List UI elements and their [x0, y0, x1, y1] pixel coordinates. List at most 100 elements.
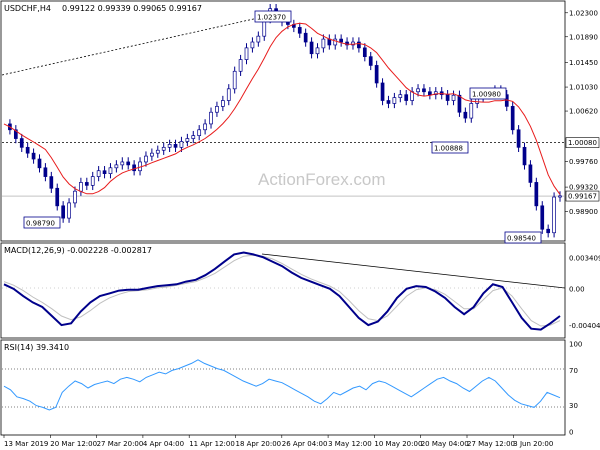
candle-body	[516, 129, 521, 148]
moving-average-line	[3, 22, 561, 195]
x-tick-label: 27 May 12:00	[467, 440, 515, 448]
macd-tick-label: 0.00	[569, 285, 585, 293]
candle-body	[25, 146, 30, 154]
candle-body	[333, 38, 338, 46]
rsi-panel	[0, 339, 566, 436]
label-march-low: 0.98790	[26, 220, 55, 228]
candle-body	[374, 65, 379, 84]
x-tick-label: 4 Apr 04:00	[143, 440, 184, 448]
axis-flag-last-price-box	[565, 190, 600, 202]
label-top-high: 1.02370	[257, 14, 286, 22]
candle-body	[303, 32, 308, 43]
candle-body	[244, 47, 249, 60]
axis-flag-level-box	[565, 137, 600, 148]
ohlc-readout: 0.99122 0.99339 0.99065 0.99167	[62, 4, 202, 13]
macd-trendline	[261, 253, 566, 289]
candle-body	[55, 187, 60, 207]
candle-body	[155, 149, 160, 154]
price-tick-label: 0.99320	[569, 184, 598, 192]
candle-body	[102, 170, 107, 175]
x-tick-label: 26 Apr 04:00	[282, 440, 328, 448]
rsi-tick-label: 100	[569, 341, 582, 349]
price-tick-label: 1.01450	[569, 59, 598, 67]
candle-body	[209, 111, 213, 125]
price-tick-label: 1.02300	[569, 9, 598, 17]
x-tick-label: 20 May 04:00	[421, 440, 469, 448]
x-tick-label: 11 Apr 12:00	[189, 440, 235, 448]
label-june-low-box	[504, 231, 542, 244]
candle-body	[416, 88, 420, 93]
candle-body	[126, 161, 131, 166]
candle-body	[19, 138, 24, 148]
price-tick-label: 0.98900	[569, 208, 598, 216]
candle-body	[457, 94, 462, 113]
candle-body	[173, 144, 178, 148]
candle-body	[221, 100, 225, 107]
candle-body	[161, 146, 166, 151]
rsi-line	[3, 359, 561, 411]
candle-body	[528, 164, 533, 183]
candle-body	[540, 205, 545, 230]
candle-body	[398, 94, 403, 98]
candle-body	[522, 146, 527, 166]
candle-body	[179, 141, 184, 148]
macd-tick-label: -0.004043	[569, 322, 600, 330]
candle-body	[422, 88, 426, 93]
label-swing-high-box	[469, 87, 507, 100]
x-tick-label: 13 Mar 2019	[4, 440, 48, 448]
candle-body	[203, 123, 207, 131]
candle-body	[469, 103, 474, 119]
candle-body	[73, 190, 77, 204]
candle-body	[31, 152, 36, 160]
x-tick-label: 3 Jun 20:00	[513, 440, 553, 448]
candle-body	[150, 152, 154, 157]
candle-body	[433, 91, 438, 96]
candle-body	[191, 135, 196, 139]
candle-body	[238, 59, 243, 72]
price-tick-label: 1.00620	[569, 108, 598, 116]
axis-flag-last-price: 0.99167	[568, 193, 597, 201]
x-tick-label: 27 Mar 20:00	[97, 440, 144, 448]
candle-body	[132, 164, 136, 172]
candle-body	[185, 138, 190, 142]
macd-signal-line	[3, 254, 561, 327]
price-panel	[0, 0, 566, 242]
candle-body	[404, 94, 409, 101]
x-tick-label: 3 May 12:00	[328, 440, 372, 448]
axis-flag-level: 1.00080	[568, 139, 597, 147]
candle-body	[79, 182, 83, 192]
candle-body	[49, 176, 54, 189]
candle-body	[445, 94, 450, 101]
candle-body	[250, 41, 255, 49]
candle-body	[67, 202, 71, 219]
macd-panel	[0, 242, 566, 339]
macd-title: MACD(12,26,9) -0.002228 -0.002817	[4, 246, 152, 255]
candle-body	[552, 196, 556, 234]
candle-body	[43, 167, 48, 177]
candle-body	[120, 161, 125, 166]
candle-body	[197, 129, 202, 136]
candle-body	[37, 158, 42, 169]
label-top-high-box	[254, 10, 292, 23]
candle-body	[96, 170, 101, 177]
candle-body	[351, 41, 355, 46]
candle-body	[215, 106, 219, 113]
candle-body	[463, 111, 468, 119]
candle-body	[368, 56, 373, 66]
candle-body	[451, 94, 456, 101]
candle-body	[428, 91, 432, 96]
candle-body	[510, 106, 515, 131]
candle-body	[327, 38, 332, 46]
candle-body	[546, 228, 551, 234]
candle-body	[226, 88, 231, 101]
candle-body	[315, 47, 320, 55]
symbol-label: USDCHF,H4	[4, 4, 51, 13]
candle-body	[558, 195, 562, 198]
candle-body	[256, 35, 261, 43]
candle-body	[339, 38, 343, 43]
candle-body	[13, 129, 18, 139]
candle-body	[386, 100, 391, 104]
rsi-tick-label: 0	[569, 429, 573, 437]
candle-body	[61, 205, 65, 219]
